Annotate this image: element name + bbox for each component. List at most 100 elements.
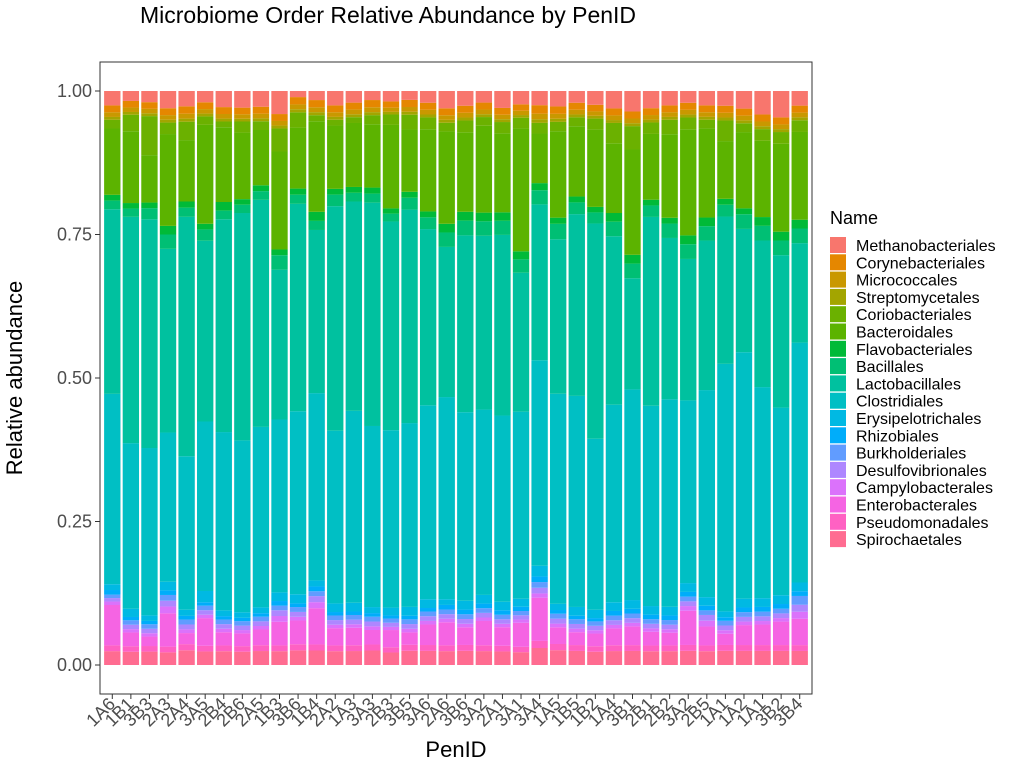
bar-segment-spirochaetales [550, 650, 567, 665]
bar-segment-corynebacteriales [141, 102, 158, 109]
bar-segment-campylobacterales [661, 629, 678, 633]
bar-segment-burkholderiales [717, 620, 734, 626]
bar-segment-streptomycetales [159, 119, 177, 123]
bar-segment-desulfovibrionales [289, 611, 307, 617]
bar-segment-campylobacterales [754, 621, 771, 625]
bar-segment-enterobacterales [382, 630, 400, 648]
bar-segment-bacillales [271, 255, 288, 270]
bar-segment-flavobacteriales [791, 219, 808, 229]
bar-segment-enterobacterales [141, 636, 158, 647]
bar-segment-corynebacteriales [772, 117, 790, 125]
bar-segment-micrococcales [271, 120, 288, 126]
bar-segment-enterobacterales [308, 608, 325, 645]
bar-segment-streptomycetales [197, 113, 214, 117]
bar-segment-burkholderiales [550, 613, 567, 619]
bar-segment-erysipelotrichales [772, 595, 790, 605]
bar-segment-micrococcales [587, 111, 604, 116]
bar-segment-streptomycetales [494, 119, 511, 123]
bar-segment-clostridiales [791, 342, 808, 583]
bar-segment-enterobacterales [605, 628, 623, 646]
bar-segment-flavobacteriales [234, 199, 251, 205]
bar-segment-burkholderiales [327, 615, 344, 621]
bar-segment-flavobacteriales [104, 194, 121, 201]
bar-segment-erysipelotrichales [550, 603, 567, 611]
bar-segment-enterobacterales [122, 632, 140, 647]
bar-segment-methanobacteriales [772, 91, 790, 118]
bar-segment-methanobacteriales [494, 91, 511, 108]
bar-segment-flavobacteriales [159, 225, 177, 235]
bar-segment-methanobacteriales [419, 91, 437, 103]
legend-key [830, 513, 846, 530]
bar-segment-erysipelotrichales [364, 607, 381, 614]
bar-segment-burkholderiales [271, 605, 288, 611]
bar-segment-clostridiales [159, 432, 177, 582]
bar-segment-micrococcales [717, 112, 734, 118]
bar-segment-methanobacteriales [661, 91, 678, 106]
bar-segment-coriobacteriales [289, 112, 307, 128]
bar-segment-rhizobiales [475, 603, 493, 609]
bar-segment-streptomycetales [605, 120, 623, 123]
bar-segment-clostridiales [438, 397, 455, 600]
bar-segment-pseudomonadales [419, 645, 437, 651]
bar-segment-micrococcales [680, 109, 697, 115]
bar-segment-streptomycetales [550, 118, 567, 122]
bar-segment-rhizobiales [159, 590, 177, 595]
bar-segment-spirochaetales [791, 650, 808, 665]
bar-segment-rhizobiales [141, 620, 158, 625]
bar-segment-coriobacteriales [568, 117, 585, 127]
bar-segment-erysipelotrichales [159, 581, 177, 591]
bar-segment-methanobacteriales [252, 91, 270, 107]
bar-segment-erysipelotrichales [419, 599, 437, 609]
bar-segment-enterobacterales [419, 624, 437, 646]
bar-segment-enterobacterales [457, 627, 474, 645]
bar-segment-corynebacteriales [605, 108, 623, 116]
bar-segment-lactobacillales [457, 235, 474, 413]
bar-segment-spirochaetales [680, 650, 697, 665]
bar-segment-spirochaetales [159, 652, 177, 665]
bar-segment-clostridiales [624, 389, 641, 601]
bar-segment-coriobacteriales [382, 114, 400, 125]
legend-label: Campylobacterales [856, 480, 993, 497]
bar-segment-desulfovibrionales [419, 616, 437, 621]
bar-segment-bacillales [345, 192, 362, 202]
bar-segment-burkholderiales [642, 619, 660, 624]
bar-segment-bacteroidales [587, 129, 604, 207]
bar-segment-spirochaetales [122, 651, 140, 665]
bar-segment-pseudomonadales [624, 645, 641, 651]
bar-segment-streptomycetales [289, 109, 307, 113]
bar-segment-micrococcales [494, 114, 511, 120]
bar-segment-enterobacterales [568, 632, 585, 646]
bar-segment-pseudomonadales [141, 646, 158, 652]
bar-segment-spirochaetales [531, 647, 548, 665]
bar-segment-bacillales [680, 244, 697, 259]
bar-segment-spirochaetales [698, 651, 715, 665]
bars-layer [104, 91, 808, 665]
legend-label: Desulfovibrionales [856, 463, 987, 480]
bar-segment-flavobacteriales [327, 188, 344, 195]
bar-segment-desulfovibrionales [345, 619, 362, 625]
bar-segment-micrococcales [531, 113, 548, 120]
bar-segment-streptomycetales [308, 112, 325, 116]
bar-segment-erysipelotrichales [791, 582, 808, 592]
bar-segment-bacillales [642, 205, 660, 217]
bar-segment-flavobacteriales [624, 254, 641, 264]
bar-segment-erysipelotrichales [308, 580, 325, 587]
bar-segment-pseudomonadales [308, 644, 325, 651]
bar-segment-lactobacillales [122, 216, 140, 444]
bar-segment-spirochaetales [197, 651, 214, 665]
bar-segment-corynebacteriales [457, 105, 474, 113]
bar-segment-burkholderiales [438, 609, 455, 615]
bar-segment-spirochaetales [234, 651, 251, 665]
bar-segment-streptomycetales [178, 118, 195, 122]
bar-segment-micrococcales [772, 124, 790, 130]
bar-segment-burkholderiales [494, 614, 511, 620]
bar-segment-erysipelotrichales [531, 565, 548, 577]
legend-label: Coriobacteriales [856, 307, 972, 324]
bar-segment-corynebacteriales [475, 102, 493, 110]
bar-segment-streptomycetales [438, 119, 455, 123]
bar-segment-bacteroidales [735, 132, 753, 209]
bar-segment-bacillales [234, 204, 251, 214]
bar-segment-clostridiales [122, 443, 140, 609]
bar-segment-spirochaetales [717, 650, 734, 665]
bar-segment-rhizobiales [791, 591, 808, 596]
